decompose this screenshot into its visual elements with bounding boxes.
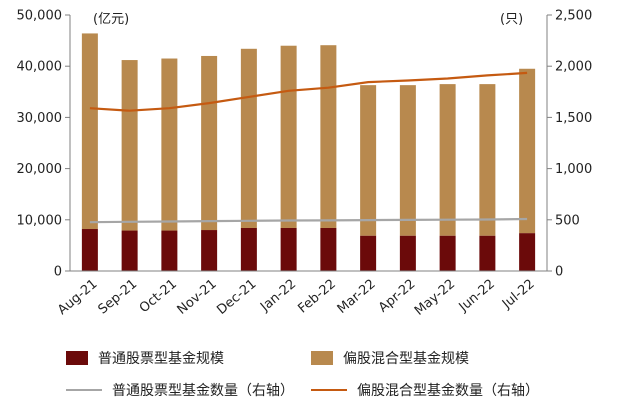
x-tick-label: Mar-22 [335,277,379,317]
bar-stock-scale-Aug-21 [81,229,98,271]
bar-hybrid-scale-Oct-21 [161,58,178,231]
left-tick-label: 10,000 [17,213,63,228]
bar-stock-scale-Sep-21 [121,230,138,271]
bar-hybrid-scale-Sep-21 [121,60,138,231]
left-tick-label: 20,000 [17,162,63,177]
legend-label-stock-scale: 普通股票型基金规模 [98,351,224,367]
bar-stock-scale-Jul-22 [519,233,536,271]
legend: 普通股票型基金规模 偏股混合型基金规模 普通股票型基金数量（右轴） 偏股混合型基… [0,342,621,410]
bar-hybrid-scale-Dec-21 [240,48,257,228]
bar-hybrid-scale-Jun-22 [479,84,496,236]
bar-stock-scale-May-22 [439,235,456,271]
bar-hybrid-scale-Aug-21 [81,33,98,230]
bar-hybrid-scale-May-22 [439,84,456,236]
left-tick-label: 50,000 [17,9,63,24]
legend-label-stock-count: 普通股票型基金数量（右轴） [112,383,294,399]
bar-stock-scale-Apr-22 [399,235,416,271]
right-axis-ticks: 0 500 1,000 1,500 2,000 2,500 [547,9,592,280]
lines-group [89,71,528,224]
legend-swatch-hybrid-count [311,389,347,391]
right-tick-label: 1,000 [555,162,592,177]
right-tick-label: 2,500 [555,9,592,24]
left-tick-label: 30,000 [17,111,63,126]
left-tick-label: 40,000 [17,60,63,75]
legend-label-hybrid-scale: 偏股混合型基金规模 [343,351,469,367]
x-tick-label: Jul-22 [499,277,538,313]
line-hybrid-count [89,71,528,112]
x-tick-label: Aug-21 [55,277,100,318]
right-tick-label: 1,500 [555,111,592,126]
legend-swatch-stock-scale [66,351,88,365]
x-tick-label: Jun-22 [456,277,498,316]
x-tick-label: Oct-21 [137,277,180,317]
legend-item-stock-scale: 普通股票型基金规模 [66,348,224,368]
bar-stock-scale-Feb-22 [320,227,337,271]
legend-item-stock-count: 普通股票型基金数量（右轴） [66,380,294,400]
x-tick-label: May-22 [412,277,458,319]
bar-stock-scale-Dec-21 [240,227,257,271]
legend-swatch-hybrid-scale [311,351,333,365]
bars-group [81,33,536,271]
bar-stock-scale-Nov-21 [201,230,218,271]
line-stock-count [89,217,528,224]
right-axis-unit: (只) [500,12,523,27]
x-axis-ticks: Aug-21Sep-21Oct-21Nov-21Dec-21Jan-22Feb-… [55,277,538,319]
legend-swatch-stock-count [66,389,102,391]
x-tick-label: Sep-21 [96,277,141,318]
right-tick-label: 500 [555,213,580,228]
right-tick-label: 0 [555,265,563,280]
right-tick-label: 2,000 [555,60,592,75]
bar-hybrid-scale-Nov-21 [201,55,218,231]
bar-hybrid-scale-Jan-22 [280,45,297,228]
bar-stock-scale-Oct-21 [161,230,178,271]
left-axis-unit: (亿元) [93,12,129,27]
legend-item-hybrid-scale: 偏股混合型基金规模 [311,348,469,368]
bar-hybrid-scale-Apr-22 [399,85,416,236]
legend-item-hybrid-count: 偏股混合型基金数量（右轴） [311,380,539,400]
bar-stock-scale-Jun-22 [479,235,496,271]
x-tick-label: Feb-22 [295,277,339,317]
x-tick-label: Apr-22 [376,277,419,316]
left-axis-ticks: 0 10,000 20,000 30,000 40,000 50,000 [17,9,70,280]
bar-hybrid-scale-Mar-22 [360,85,377,236]
x-tick-label: Dec-21 [214,277,259,318]
legend-label-hybrid-count: 偏股混合型基金数量（右轴） [357,383,539,399]
x-tick-label: Jan-22 [257,277,299,316]
bar-hybrid-scale-Jul-22 [519,68,536,234]
left-tick-label: 0 [54,265,62,280]
chart: 0 10,000 20,000 30,000 40,000 50,000 0 500 1,00… [17,9,593,319]
bar-stock-scale-Mar-22 [360,235,377,271]
x-tick-label: Nov-21 [175,277,220,318]
bar-hybrid-scale-Feb-22 [320,45,337,228]
bar-stock-scale-Jan-22 [280,227,297,271]
